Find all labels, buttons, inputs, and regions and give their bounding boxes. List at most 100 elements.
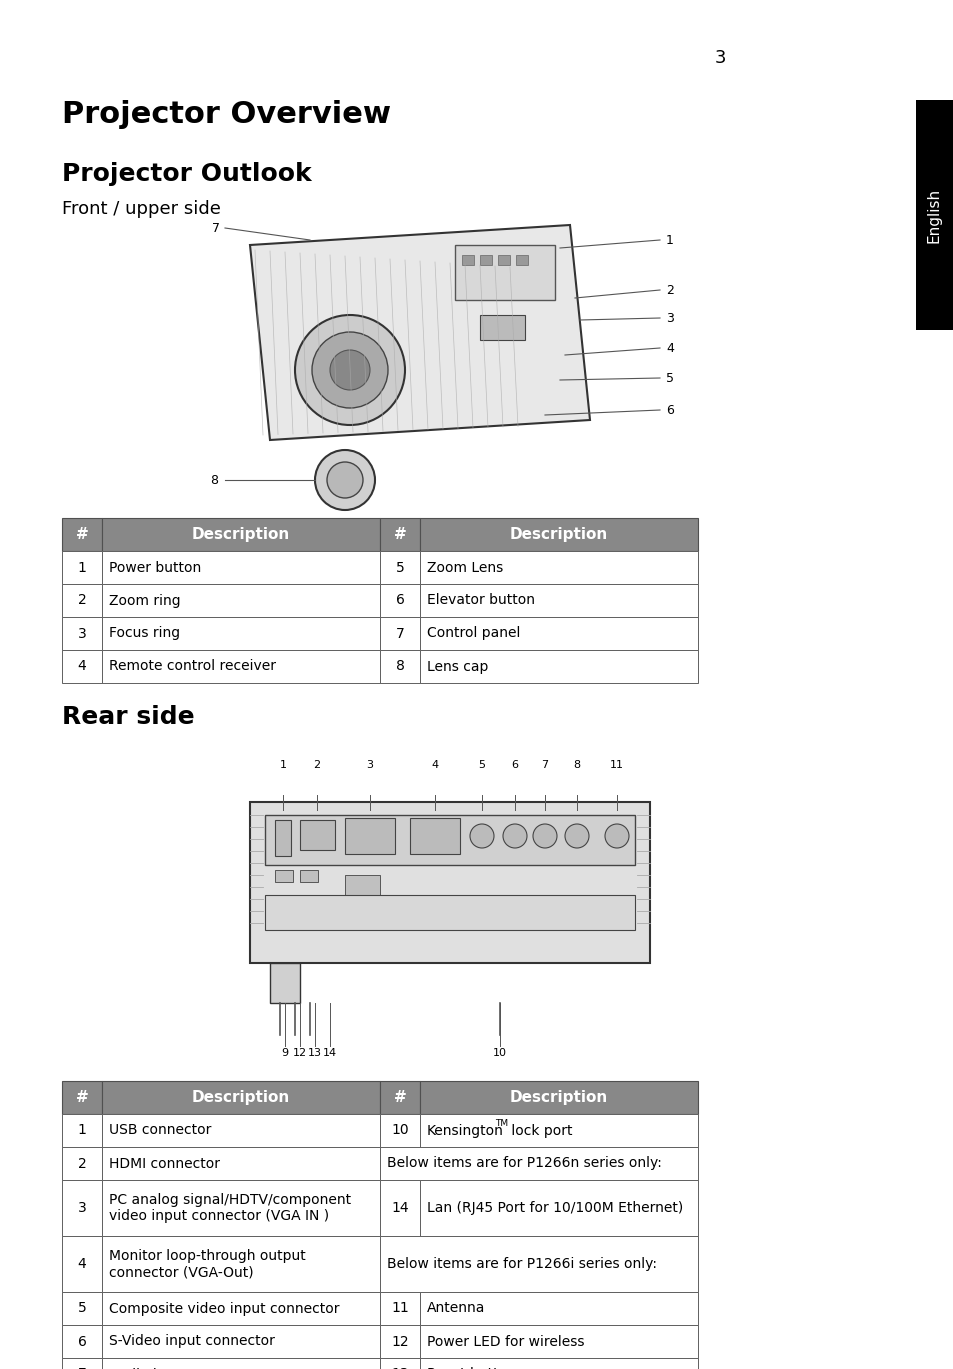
- Text: Remote control receiver: Remote control receiver: [109, 660, 275, 674]
- Bar: [299, 820, 335, 850]
- Circle shape: [314, 450, 375, 511]
- Bar: [62, 1082, 102, 1114]
- Bar: [479, 255, 492, 266]
- Circle shape: [470, 824, 494, 847]
- Bar: [419, 1082, 698, 1114]
- Bar: [62, 585, 102, 617]
- Bar: [915, 100, 952, 330]
- Circle shape: [312, 333, 388, 408]
- Text: S-Video input connector: S-Video input connector: [109, 1335, 274, 1348]
- Text: 5: 5: [478, 760, 485, 769]
- Bar: [379, 517, 419, 550]
- Text: Below items are for P1266i series only:: Below items are for P1266i series only:: [387, 1257, 657, 1270]
- Circle shape: [502, 824, 526, 847]
- Bar: [497, 255, 510, 266]
- Text: 8: 8: [395, 660, 404, 674]
- Text: Rear side: Rear side: [62, 705, 194, 730]
- Circle shape: [533, 824, 557, 847]
- Text: 3: 3: [665, 312, 673, 324]
- Bar: [62, 1292, 102, 1325]
- Text: 2: 2: [77, 594, 87, 608]
- Bar: [461, 255, 474, 266]
- Text: Elevator button: Elevator button: [427, 594, 535, 608]
- Polygon shape: [250, 225, 589, 439]
- Bar: [62, 1114, 102, 1147]
- Text: 11: 11: [391, 1302, 409, 1316]
- Text: Zoom ring: Zoom ring: [109, 594, 180, 608]
- Bar: [379, 585, 419, 617]
- Bar: [265, 815, 635, 865]
- Text: Audio input connector: Audio input connector: [109, 1368, 262, 1369]
- Circle shape: [327, 461, 363, 498]
- Text: 1: 1: [77, 1124, 87, 1138]
- Text: 12: 12: [391, 1335, 409, 1348]
- Bar: [345, 819, 395, 854]
- Text: Projector Overview: Projector Overview: [62, 100, 391, 129]
- Bar: [102, 1236, 379, 1292]
- Text: 3: 3: [714, 49, 725, 67]
- Text: 4: 4: [431, 760, 438, 769]
- Text: 14: 14: [391, 1201, 409, 1216]
- Text: 13: 13: [308, 1049, 322, 1058]
- Bar: [379, 650, 419, 683]
- Bar: [62, 1147, 102, 1180]
- Text: 13: 13: [391, 1368, 409, 1369]
- Bar: [62, 550, 102, 585]
- Bar: [379, 617, 419, 650]
- Text: Control panel: Control panel: [427, 627, 519, 641]
- Circle shape: [330, 350, 370, 390]
- Bar: [102, 1147, 379, 1180]
- Text: lock port: lock port: [506, 1124, 572, 1138]
- Bar: [102, 1082, 379, 1114]
- Text: 6: 6: [511, 760, 518, 769]
- Text: Reset button: Reset button: [427, 1368, 516, 1369]
- Text: #: #: [75, 1090, 89, 1105]
- Text: 1: 1: [279, 760, 286, 769]
- Text: Lan (RJ45 Port for 10/100M Ethernet): Lan (RJ45 Port for 10/100M Ethernet): [427, 1201, 682, 1216]
- Bar: [379, 1358, 419, 1369]
- Bar: [479, 315, 524, 340]
- Bar: [379, 550, 419, 585]
- Text: Projector Outlook: Projector Outlook: [62, 162, 312, 186]
- Text: Front / upper side: Front / upper side: [62, 200, 221, 218]
- Text: 14: 14: [323, 1049, 336, 1058]
- Bar: [270, 962, 299, 1003]
- Bar: [62, 1236, 102, 1292]
- Text: Focus ring: Focus ring: [109, 627, 180, 641]
- Bar: [379, 1147, 698, 1180]
- Bar: [265, 895, 635, 930]
- Text: USB connector: USB connector: [109, 1124, 212, 1138]
- Circle shape: [294, 315, 405, 424]
- Text: 11: 11: [609, 760, 623, 769]
- Bar: [419, 650, 698, 683]
- Text: Description: Description: [192, 1090, 290, 1105]
- Bar: [419, 1325, 698, 1358]
- Text: 2: 2: [314, 760, 320, 769]
- Text: Monitor loop-through output
connector (VGA-Out): Monitor loop-through output connector (V…: [109, 1249, 305, 1279]
- Text: TM: TM: [495, 1118, 508, 1128]
- Bar: [379, 1292, 419, 1325]
- Bar: [102, 550, 379, 585]
- Text: 4: 4: [665, 341, 673, 355]
- Text: Description: Description: [509, 527, 607, 542]
- Circle shape: [564, 824, 588, 847]
- Bar: [62, 650, 102, 683]
- Text: 1: 1: [665, 234, 673, 246]
- Bar: [102, 617, 379, 650]
- Text: 6: 6: [665, 404, 673, 416]
- Text: 4: 4: [77, 660, 87, 674]
- Text: 5: 5: [665, 371, 673, 385]
- Text: 5: 5: [395, 560, 404, 575]
- Bar: [62, 1180, 102, 1236]
- Bar: [419, 517, 698, 550]
- Bar: [419, 617, 698, 650]
- Text: 8: 8: [573, 760, 580, 769]
- Bar: [102, 585, 379, 617]
- Text: #: #: [394, 527, 406, 542]
- Text: 7: 7: [212, 222, 220, 234]
- Text: Description: Description: [509, 1090, 607, 1105]
- Bar: [62, 1358, 102, 1369]
- Bar: [62, 517, 102, 550]
- Text: 2: 2: [665, 283, 673, 297]
- Bar: [410, 819, 459, 854]
